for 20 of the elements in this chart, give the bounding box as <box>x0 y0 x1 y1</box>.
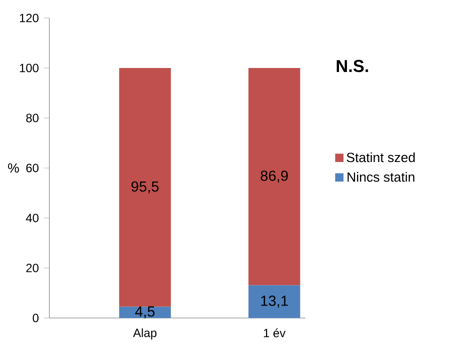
y-tick-label: 0 <box>32 314 39 322</box>
bar <box>248 285 300 318</box>
y-tick-label: 80 <box>26 114 39 122</box>
legend-label: Nincs statin <box>348 172 414 182</box>
y-tick-label: 40 <box>26 214 39 222</box>
bar <box>248 68 300 286</box>
data-label: 4,5 <box>135 306 155 318</box>
legend-label: Statint szed <box>346 152 415 162</box>
data-label: 95,5 <box>131 181 159 194</box>
text: N.S. <box>336 60 368 72</box>
y-tick-label: 100 <box>20 64 39 72</box>
y-tick-label: 20 <box>26 264 39 272</box>
y-tick-label: 60 <box>26 164 39 172</box>
bar <box>119 68 171 307</box>
data-label: 13,1 <box>261 296 288 308</box>
y-axis-title: % <box>8 163 19 173</box>
y-tick-label: 120 <box>20 14 39 22</box>
x-tick-label: Alap <box>133 328 156 340</box>
data-label: 86,9 <box>260 170 288 183</box>
x-tick-label: 1 év <box>264 328 286 338</box>
